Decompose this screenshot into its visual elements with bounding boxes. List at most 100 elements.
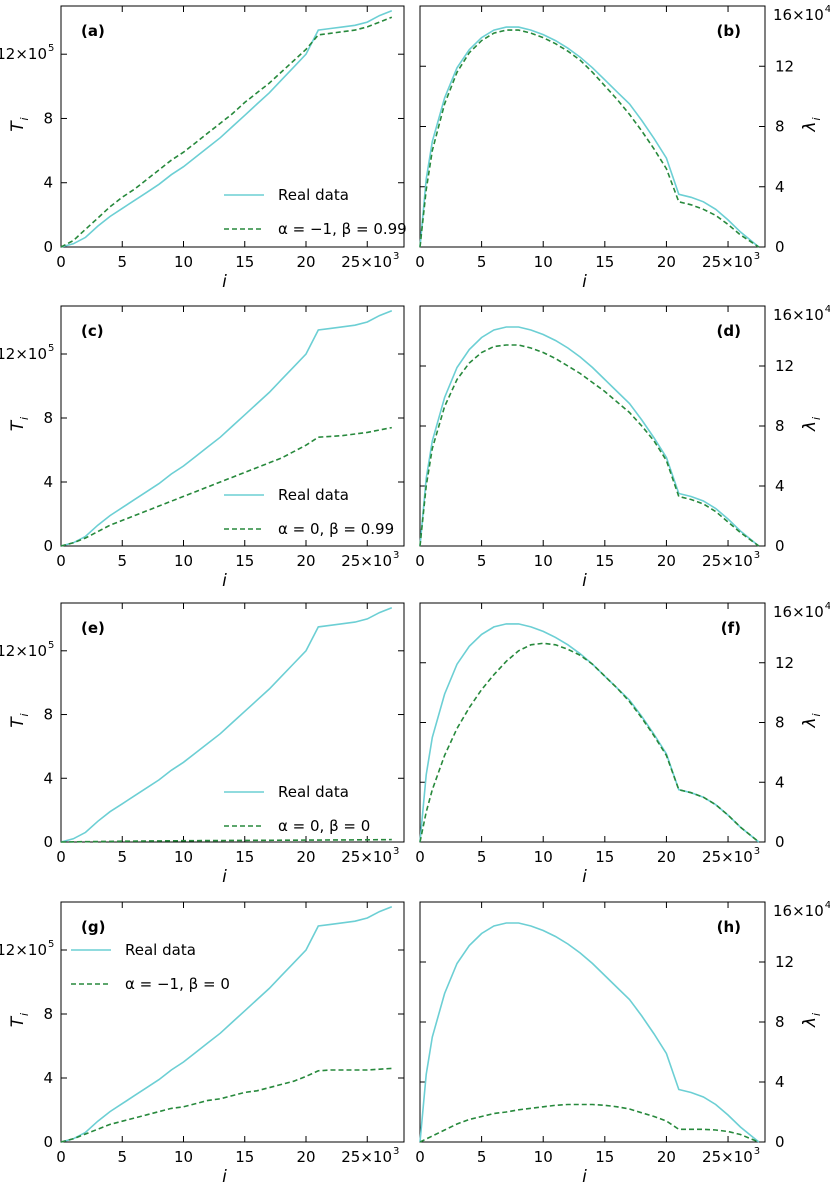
x-tick-exponent: 3 — [393, 251, 399, 262]
panel-label: (c) — [81, 322, 104, 340]
y-tick-label-group: 12×10 5 — [0, 343, 54, 363]
y-tick-label: 12×10 — [0, 642, 47, 660]
panel-label: (d) — [717, 322, 741, 340]
x-tick-exponent: 3 — [754, 846, 760, 857]
real-data-line — [419, 623, 760, 843]
y-axis-label: λi — [800, 117, 823, 132]
y-tick-label: 8 — [775, 417, 785, 435]
y-tick-label: 4 — [43, 769, 53, 787]
legend-label-real: Real data — [125, 941, 196, 959]
y-tick-label-group: 12×10 5 — [0, 939, 54, 959]
plot-frame — [419, 5, 766, 248]
plot-frame — [60, 901, 405, 1143]
y-tick-label-group: 16×10 4 — [773, 304, 830, 324]
x-tick-label: 10 — [174, 253, 193, 271]
y-tick-label: 12 — [775, 953, 794, 971]
legend-label-real: Real data — [278, 783, 349, 801]
panel-label: (h) — [717, 918, 741, 936]
x-tick-label: 5 — [117, 848, 127, 866]
y-tick-label: 16×10 — [773, 6, 824, 24]
x-axis-label: i — [582, 571, 587, 591]
x-axis-label: i — [222, 867, 227, 887]
legend: Real data α = 0, β = 0.99 — [224, 486, 394, 538]
y-axis-label: Ti — [8, 713, 31, 727]
x-tick-label-group: 25×10 3 — [341, 251, 399, 271]
y-tick-exponent: 5 — [48, 43, 54, 54]
y-tick-label: 8 — [43, 409, 53, 427]
x-tick-label: 15 — [595, 848, 614, 866]
x-tick-label: 10 — [534, 1148, 553, 1166]
x-tick-label: 20 — [657, 253, 676, 271]
y-axis-label-sub: i — [18, 117, 31, 120]
x-tick-label-group: 25×10 3 — [341, 550, 399, 570]
y-tick-label: 8 — [775, 1013, 785, 1031]
x-tick-label: 10 — [174, 552, 193, 570]
y-tick-label: 0 — [775, 1133, 785, 1151]
real-data-line — [60, 310, 393, 547]
y-tick-exponent: 4 — [825, 4, 830, 15]
panel-label: (b) — [717, 22, 741, 40]
x-tick-exponent: 3 — [754, 251, 760, 262]
model-series-line — [60, 426, 392, 547]
x-tick-label: 15 — [235, 253, 254, 271]
x-axis-label: i — [222, 272, 227, 292]
y-tick-label-group: 16×10 4 — [773, 4, 830, 24]
y-axis-label-main: T — [8, 120, 28, 132]
x-axis-label: i — [222, 1167, 227, 1187]
y-tick-label: 0 — [775, 238, 785, 256]
x-tick-exponent: 3 — [754, 550, 760, 561]
y-tick-label: 4 — [775, 178, 785, 196]
legend-label-model: α = −1, β = 0.99 — [278, 220, 407, 238]
legend-label-model: α = 0, β = 0.99 — [278, 520, 394, 538]
model-series-line — [419, 1103, 760, 1143]
y-tick-label: 12 — [775, 357, 794, 375]
y-axis-label-sub: i — [18, 713, 31, 716]
y-tick-label: 16×10 — [773, 603, 824, 621]
model-series-line — [60, 838, 392, 843]
x-tick-label: 0 — [56, 253, 66, 271]
y-tick-label: 12 — [775, 654, 794, 672]
x-tick-label: 15 — [595, 253, 614, 271]
y-tick-exponent: 4 — [825, 601, 830, 612]
y-axis-label-main: λ — [800, 421, 820, 432]
x-tick-label: 15 — [595, 552, 614, 570]
x-tick-label: 25×10 — [341, 848, 392, 866]
x-tick-label: 10 — [534, 848, 553, 866]
y-tick-label: 4 — [775, 477, 785, 495]
x-axis-label: i — [222, 571, 227, 591]
x-tick-label: 15 — [235, 1148, 254, 1166]
y-axis-label: λi — [800, 713, 823, 728]
y-tick-label: 0 — [43, 1133, 53, 1151]
x-tick-label: 25×10 — [702, 552, 753, 570]
y-axis-label-main: T — [8, 716, 28, 728]
y-axis-label-main: T — [8, 419, 28, 431]
y-tick-label: 8 — [43, 706, 53, 724]
y-tick-label: 4 — [775, 1073, 785, 1091]
y-tick-label: 0 — [43, 833, 53, 851]
y-tick-label: 8 — [775, 714, 785, 732]
y-tick-exponent: 5 — [48, 640, 54, 651]
y-tick-label: 12×10 — [0, 345, 47, 363]
y-tick-label: 0 — [775, 833, 785, 851]
y-tick-label: 4 — [43, 473, 53, 491]
y-tick-label-group: 16×10 4 — [773, 900, 830, 920]
y-tick-label: 0 — [43, 238, 53, 256]
x-tick-label: 20 — [296, 552, 315, 570]
x-tick-label: 10 — [174, 1148, 193, 1166]
x-tick-label: 25×10 — [341, 253, 392, 271]
x-tick-label-group: 25×10 3 — [702, 846, 760, 866]
y-tick-label: 8 — [43, 1005, 53, 1023]
y-tick-label: 16×10 — [773, 306, 824, 324]
y-axis-label-sub: i — [810, 417, 823, 420]
y-tick-exponent: 4 — [825, 900, 830, 911]
y-axis-label-main: λ — [800, 717, 820, 728]
x-tick-label: 25×10 — [341, 1148, 392, 1166]
x-tick-label: 5 — [477, 848, 487, 866]
legend: Real data α = −1, β = 0 — [71, 941, 230, 993]
real-data-line — [419, 326, 760, 547]
legend-label-model: α = −1, β = 0 — [125, 975, 230, 993]
